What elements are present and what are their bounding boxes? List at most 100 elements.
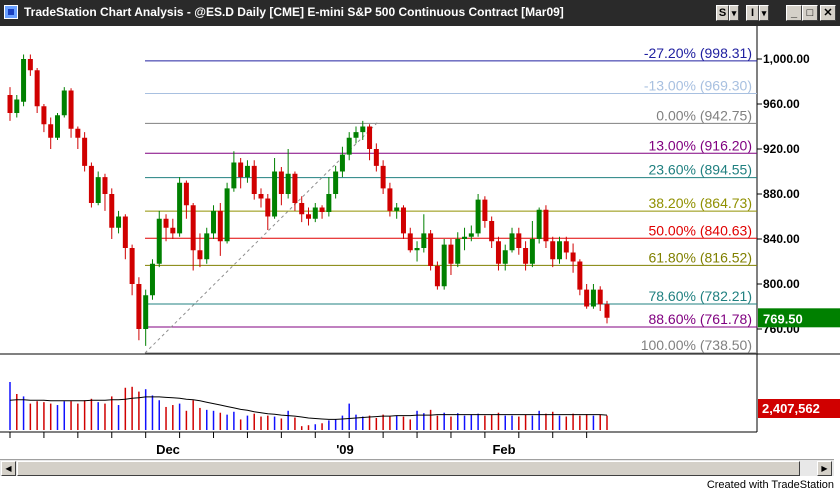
price-tick-label: 840.00	[763, 232, 800, 246]
s-dropdown-button[interactable]: ▾	[729, 5, 739, 21]
candle-body	[475, 199, 481, 234]
candle-body	[224, 188, 230, 242]
scroll-left-button[interactable]: ◀	[1, 461, 16, 476]
candle-body	[509, 233, 515, 251]
candle-body	[570, 252, 576, 262]
candle-body	[326, 194, 332, 212]
fib-level-label: 61.80% (816.52)	[648, 249, 752, 265]
candle-body	[109, 194, 115, 228]
time-axis-label: Feb	[492, 442, 515, 457]
fib-level-label: 23.60% (894.55)	[648, 162, 752, 178]
candle-body	[387, 188, 393, 211]
fib-level-label: 50.00% (840.63)	[648, 222, 752, 238]
candle-body	[400, 207, 406, 234]
fib-level-label: 38.20% (864.73)	[648, 195, 752, 211]
candle-body	[258, 194, 264, 199]
minimize-icon: _	[790, 7, 798, 19]
minimize-button[interactable]: _	[786, 5, 802, 21]
candle-body	[428, 233, 434, 266]
candle-body	[34, 70, 40, 107]
candle-body	[27, 59, 33, 71]
candle-body	[373, 149, 379, 166]
candle-body	[143, 295, 149, 329]
candle-body	[604, 304, 610, 318]
candle-body	[244, 165, 250, 178]
fib-level-label: -27.20% (998.31)	[644, 45, 752, 61]
candle-body	[421, 233, 427, 248]
last-price-label: 769.50	[763, 311, 803, 326]
candle-body	[306, 214, 311, 219]
chart-app-icon	[4, 5, 18, 19]
candle-body	[468, 233, 474, 237]
chevron-down-icon: ▾	[761, 8, 767, 18]
candle-body	[434, 266, 440, 287]
candle-body	[211, 210, 217, 234]
chart-area[interactable]	[0, 26, 840, 458]
candle-body	[584, 289, 590, 307]
candle-body	[136, 284, 142, 329]
candle-body	[251, 165, 257, 194]
close-icon: ✕	[823, 7, 833, 19]
fib-level-label: 88.60% (761.78)	[648, 311, 752, 327]
volume-average-line	[9, 396, 608, 420]
candle-body	[204, 233, 210, 260]
i-dropdown-button[interactable]: ▾	[759, 5, 769, 21]
scroll-thumb[interactable]	[17, 461, 800, 476]
candle-body	[48, 124, 54, 138]
candle-body	[319, 207, 325, 212]
candle-body	[88, 165, 94, 203]
candle-body	[272, 171, 278, 217]
scroll-right-button[interactable]: ▶	[817, 461, 832, 476]
maximize-button[interactable]: □	[802, 5, 818, 21]
time-axis-label: Dec	[156, 442, 180, 457]
candle-body	[68, 90, 74, 129]
candle-body	[597, 289, 603, 305]
candle-body	[95, 177, 101, 203]
candle-body	[285, 173, 291, 194]
time-axis-label: '09	[336, 442, 354, 457]
last-volume-label: 2,407,562	[762, 401, 820, 416]
candle-body	[312, 207, 318, 219]
title-bar[interactable]: TradeStation Chart Analysis - @ES.D Dail…	[0, 0, 840, 26]
candle-body	[353, 132, 359, 138]
last-volume-box	[758, 399, 840, 418]
candle-body	[455, 239, 461, 264]
candle-body	[414, 248, 420, 251]
candle-body	[190, 205, 196, 251]
candle-body	[61, 90, 67, 116]
candle-body	[170, 227, 176, 234]
candle-body	[14, 99, 20, 113]
candle-body	[346, 137, 352, 155]
footer: Created with TradeStation	[0, 476, 840, 494]
candle-body	[177, 182, 183, 234]
fib-level-label: 78.60% (782.21)	[648, 288, 752, 304]
candle-body	[557, 241, 563, 260]
s-button[interactable]: S	[716, 5, 729, 21]
maximize-icon: □	[806, 7, 814, 19]
price-tick-label: 1,000.00	[763, 52, 810, 66]
candle-body	[462, 236, 468, 239]
candle-body	[482, 199, 488, 221]
horizontal-scrollbar[interactable]: ◀ ▶	[0, 459, 834, 477]
price-tick-label: 800.00	[763, 277, 800, 291]
fib-anchor-trendline	[144, 121, 379, 354]
candle-body	[523, 248, 529, 264]
candle-body	[563, 241, 569, 253]
fib-level-label: -13.00% (969.30)	[644, 78, 752, 94]
candle-body	[577, 261, 583, 290]
close-button[interactable]: ✕	[820, 5, 836, 21]
arrow-right-icon: ▶	[821, 464, 828, 473]
candle-body	[590, 289, 596, 307]
candle-body	[367, 126, 373, 149]
candle-body	[75, 128, 81, 138]
candle-body	[21, 59, 27, 102]
candle-body	[333, 171, 339, 194]
candle-body	[339, 154, 345, 172]
candle-body	[441, 244, 447, 287]
i-button[interactable]: I	[746, 5, 759, 21]
candle-body	[102, 177, 108, 194]
fib-level-label: 0.00% (942.75)	[656, 107, 752, 123]
candle-body	[299, 203, 305, 215]
